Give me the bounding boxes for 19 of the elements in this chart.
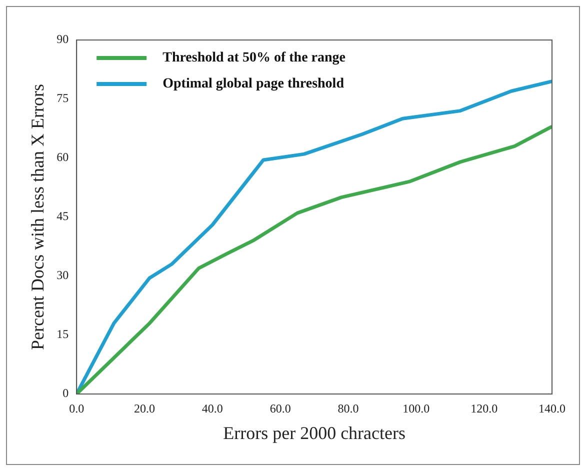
x-tick-label: 80.0 (338, 401, 359, 416)
x-tick-label: 140.0 (538, 401, 566, 416)
y-tick-label: 75 (56, 91, 69, 106)
y-tick-label: 60 (56, 150, 69, 164)
y-axis-title: Percent Docs with less than X Errors (28, 84, 48, 350)
x-tick-label: 120.0 (470, 401, 498, 416)
legend-label: Threshold at 50% of the range (162, 50, 346, 66)
x-tick-label: 40.0 (202, 401, 223, 416)
y-tick-label: 45 (56, 209, 69, 224)
x-tick-label: 20.0 (134, 401, 156, 416)
x-tick-label: 60.0 (270, 401, 291, 416)
x-axis-title: Errors per 2000 chracters (223, 422, 406, 443)
y-tick-label: 90 (56, 32, 69, 46)
legend-label: Optimal global page threshold (162, 76, 344, 92)
y-tick-label: 0 (62, 386, 69, 400)
y-tick-label: 30 (56, 268, 69, 282)
y-tick-label: 15 (56, 327, 69, 342)
x-tick-label: 100.0 (402, 401, 430, 416)
x-tick-label: 0.0 (69, 401, 84, 416)
